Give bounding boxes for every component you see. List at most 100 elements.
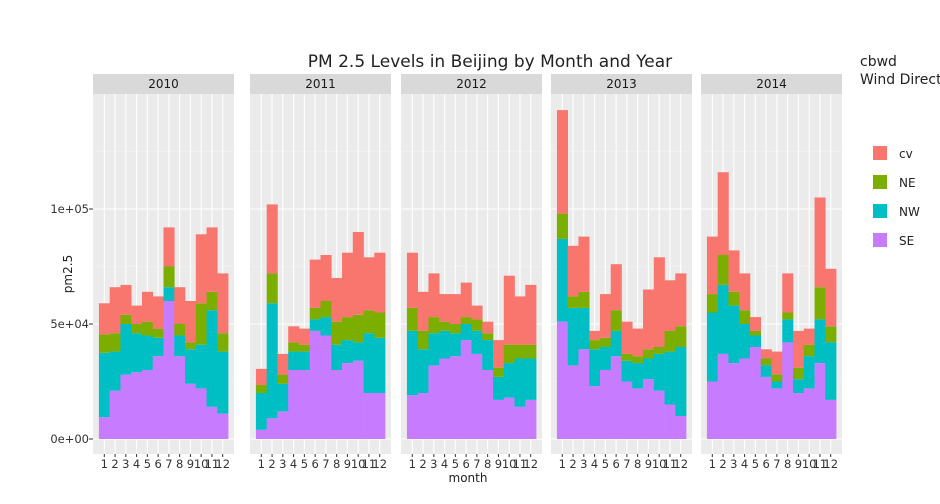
bar-segment-ne (556, 213, 568, 239)
bar-segment-ne (288, 342, 300, 352)
bar-segment-ne (567, 296, 579, 308)
bar-segment-ne (374, 312, 386, 338)
bar-segment-ne (439, 321, 451, 331)
bar-segment-ne (174, 324, 186, 336)
bar-segment-se (664, 404, 676, 439)
bar-segment-nw (98, 352, 110, 418)
bar-segment-se (163, 301, 175, 439)
x-tick-label: 9 (187, 457, 194, 471)
x-tick-label: 9 (344, 457, 351, 471)
bar-segment-nw (771, 381, 783, 389)
x-tick-label: 7 (773, 457, 780, 471)
bar-segment-ne (195, 303, 207, 345)
bar-segment-nw (825, 342, 837, 400)
bar-segment-cv (814, 197, 826, 288)
bar-segment-nw (120, 324, 132, 375)
bar-segment-cv (152, 296, 164, 329)
bar-segment-se (352, 360, 364, 439)
bar-segment-cv (131, 305, 143, 324)
bar-segment-nw (739, 324, 751, 359)
x-tick-label: 1 (101, 457, 108, 471)
bar-segment-cv (643, 289, 655, 350)
x-tick-label: 6 (311, 457, 318, 471)
bar-segment-se (706, 381, 718, 439)
bar-segment-nw (174, 335, 186, 357)
x-tick-label: 2 (419, 457, 426, 471)
x-tick-label: 1 (559, 457, 566, 471)
bar-segment-cv (120, 284, 132, 315)
bar-segment-nw (632, 363, 644, 389)
bar-segment-ne (749, 330, 762, 336)
bar-segment-cv (749, 317, 762, 331)
x-tick-label: 4 (441, 457, 448, 471)
bar-segment-nw (728, 305, 740, 364)
bar-segment-se (567, 365, 579, 439)
bar-segment-se (195, 388, 207, 439)
bar-segment-cv (471, 305, 483, 320)
x-tick-label: 9 (645, 457, 652, 471)
bar-segment-cv (621, 321, 633, 354)
legend-swatch (873, 204, 887, 218)
bar-segment-se (793, 393, 805, 439)
bar-segment-nw (206, 310, 218, 407)
x-tick-label: 9 (795, 457, 802, 471)
bar-segment-se (717, 353, 729, 439)
bar-segment-se (217, 413, 229, 439)
bar-segment-nw (131, 333, 143, 373)
bar-segment-cv (610, 264, 622, 311)
bar-segment-nw (482, 340, 494, 370)
bar-segment-cv (374, 252, 386, 313)
x-tick-label: 2 (719, 457, 726, 471)
legend-title: Wind Direction (860, 72, 940, 88)
facet-strip (250, 74, 391, 94)
bar-segment-nw (363, 333, 375, 393)
bar-segment-nw (567, 307, 579, 366)
bar-segment-nw (141, 335, 154, 370)
bar-segment-ne (771, 374, 783, 382)
bar-segment-nw (610, 330, 622, 357)
bar-segment-se (331, 370, 343, 439)
x-tick-label: 6 (762, 457, 769, 471)
bar-segment-cv (342, 252, 354, 318)
bar-segment-ne (706, 294, 718, 313)
bar-segment-se (589, 386, 601, 439)
bar-segment-nw (814, 319, 826, 364)
x-tick-label: 6 (462, 457, 469, 471)
y-axis-title: pm2.5 (61, 255, 75, 293)
bar-segment-se (417, 393, 429, 439)
legend: cbwd Wind Direction cv NE NW SE (860, 54, 940, 248)
facet-strip-label: 2012 (456, 77, 487, 91)
bar-segment-ne (610, 310, 622, 331)
bar-segment-se (206, 406, 218, 439)
facet-strip-label: 2013 (606, 77, 637, 91)
bar-segment-se (803, 388, 815, 439)
bar-segment-cv (174, 287, 186, 324)
facet-strip (93, 74, 234, 94)
x-tick-label: 12 (673, 457, 688, 471)
bar-segment-cv (352, 232, 364, 315)
bar-segment-ne (309, 307, 321, 320)
bar-segment-nw (803, 356, 815, 389)
bar-segment-ne (152, 328, 164, 338)
x-tick-label: 10 (194, 457, 209, 471)
bar-segment-nw (255, 393, 267, 430)
bar-segment-cv (206, 227, 218, 292)
bar-segment-se (503, 397, 515, 439)
bar-segment-nw (782, 319, 794, 343)
bar-segment-se (749, 347, 762, 439)
bar-segment-nw (109, 351, 121, 391)
bar-segment-ne (493, 367, 505, 377)
bar-segment-nw (589, 349, 601, 387)
x-tick-label: 7 (473, 457, 480, 471)
bar-segment-cv (782, 273, 794, 313)
bar-segment-se (771, 388, 783, 439)
bar-segment-nw (331, 344, 343, 370)
bar-segment-ne (266, 273, 278, 304)
bar-segment-cv (266, 204, 278, 274)
bar-segment-se (255, 429, 267, 439)
bar-segment-nw (417, 349, 429, 393)
bar-segment-cv (109, 287, 121, 334)
bar-segment-se (320, 335, 332, 439)
